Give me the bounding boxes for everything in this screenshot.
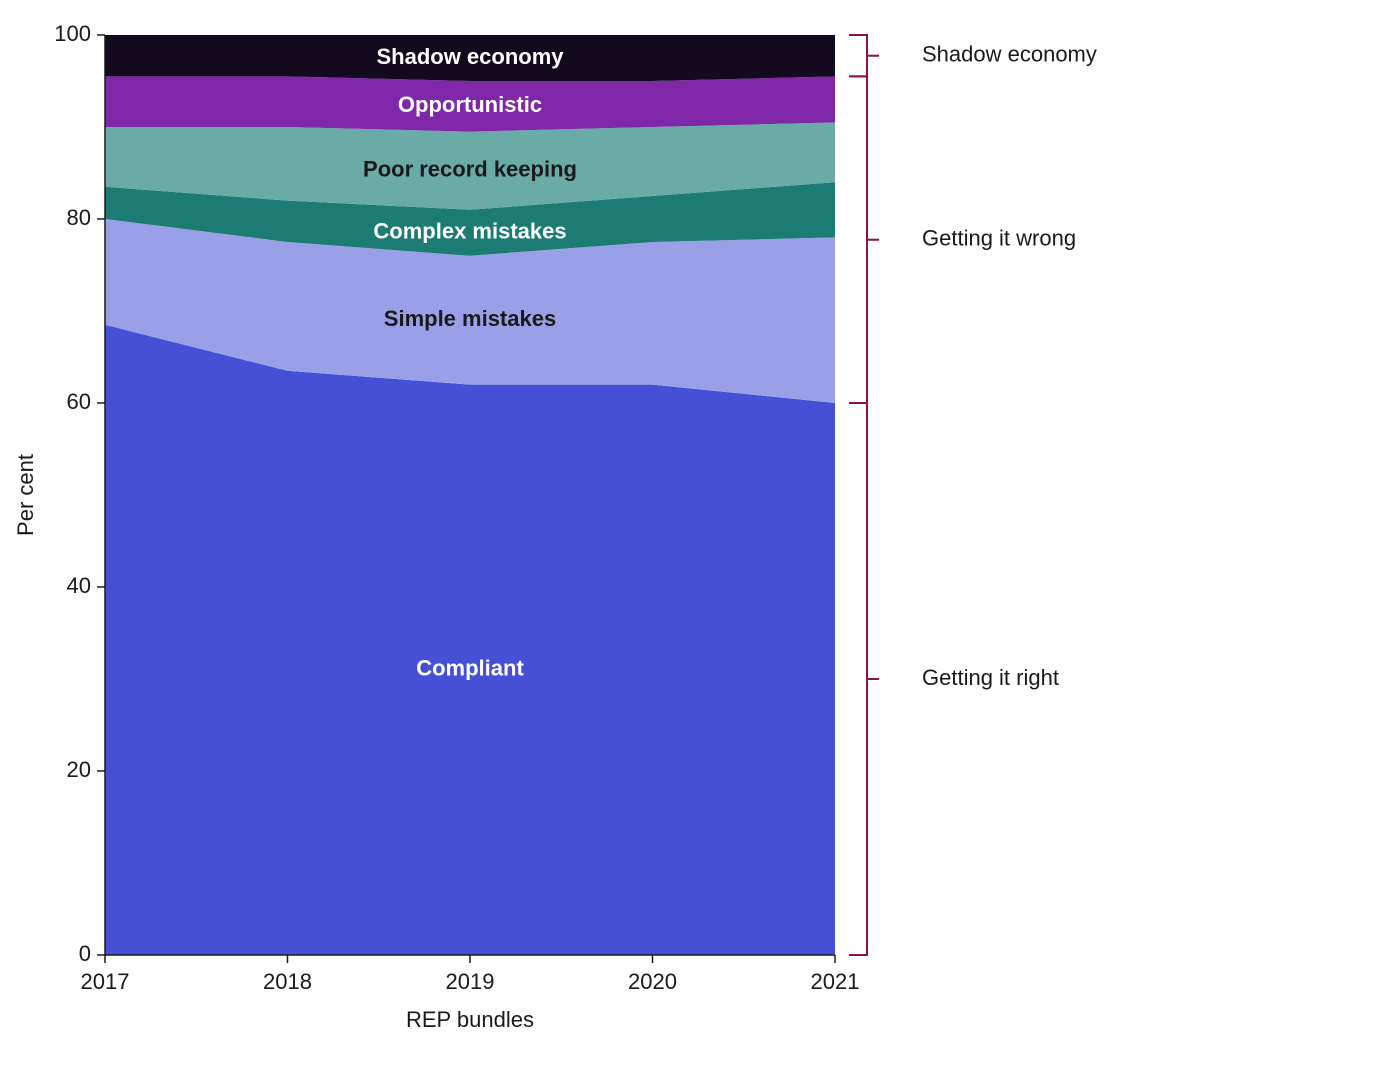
y-tick-label: 20 bbox=[67, 757, 91, 782]
brackets: Shadow economy Getting it wrong Getting it… bbox=[849, 35, 1097, 955]
band-label-shadow-economy: Shadow economy bbox=[376, 44, 564, 69]
band-label-poor-record-keeping: Poor record keeping bbox=[363, 157, 577, 182]
y-tick-label: 40 bbox=[67, 573, 91, 598]
stacked-area-chart: 0 20 40 60 80 100 2017 2018 2019 2020 2021 REP bund… bbox=[0, 0, 1378, 1076]
chart-container: 0 20 40 60 80 100 2017 2018 2019 2020 2021 REP bund… bbox=[0, 0, 1378, 1076]
bracket-label: Getting it wrong bbox=[922, 226, 1076, 251]
x-tick-label: 2020 bbox=[628, 969, 677, 994]
bracket bbox=[849, 35, 879, 76]
bracket-label: Getting it right bbox=[922, 665, 1059, 690]
bracket bbox=[849, 76, 879, 403]
band-label-simple-mistakes: Simple mistakes bbox=[384, 306, 556, 331]
x-axis-label: REP bundles bbox=[406, 1007, 534, 1032]
x-tick-label: 2019 bbox=[446, 969, 495, 994]
x-tick-label: 2021 bbox=[811, 969, 860, 994]
y-axis-label: Per cent bbox=[13, 454, 38, 536]
bracket bbox=[849, 403, 879, 955]
x-tick-label: 2018 bbox=[263, 969, 312, 994]
y-tick-label: 100 bbox=[54, 21, 91, 46]
y-tick-label: 60 bbox=[67, 389, 91, 414]
y-tick-label: 80 bbox=[67, 205, 91, 230]
band-label-compliant: Compliant bbox=[416, 656, 524, 681]
bracket-label: Shadow economy bbox=[922, 42, 1097, 67]
band-label-complex-mistakes: Complex mistakes bbox=[373, 219, 566, 244]
band-label-opportunistic: Opportunistic bbox=[398, 92, 542, 117]
y-tick-label: 0 bbox=[79, 941, 91, 966]
area-compliant bbox=[105, 325, 835, 955]
x-tick-label: 2017 bbox=[81, 969, 130, 994]
